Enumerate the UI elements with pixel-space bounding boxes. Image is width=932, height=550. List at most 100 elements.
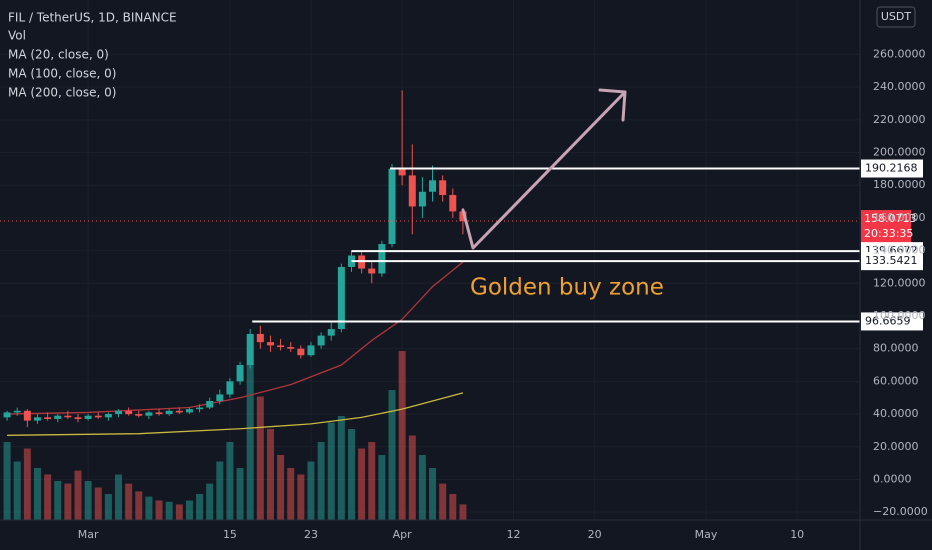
- candle-body: [175, 410, 183, 413]
- volume-bar: [145, 496, 153, 520]
- volume-bar: [165, 501, 173, 520]
- candle-body: [145, 412, 153, 416]
- volume-bar: [115, 474, 123, 520]
- volume-bar: [287, 468, 295, 520]
- volume-bar: [347, 429, 355, 520]
- volume-bar: [185, 500, 193, 520]
- candle-body: [185, 409, 193, 413]
- volume-bar: [175, 504, 183, 520]
- candle-body: [246, 333, 254, 366]
- currency-box[interactable]: [876, 6, 916, 28]
- moving-average: [7, 392, 464, 436]
- volume-bar: [327, 422, 335, 520]
- y-tick-label: 240.0000: [873, 80, 926, 93]
- volume-bar: [74, 470, 82, 520]
- level-label: 190.2168: [865, 162, 918, 175]
- y-tick-label: 260.0000: [873, 47, 926, 60]
- y-tick-label: 120.0000: [873, 276, 926, 289]
- candle-body: [23, 410, 31, 421]
- volume-bar: [135, 491, 143, 520]
- volume-bar: [64, 483, 72, 520]
- level-box: [861, 252, 923, 271]
- candle-body: [206, 400, 214, 408]
- candle-body: [287, 347, 295, 349]
- candle-body: [135, 414, 143, 416]
- y-tick-label: 140.0000: [873, 244, 926, 257]
- annotation: Golden buy zone: [470, 275, 664, 301]
- x-tick-label: Mar: [78, 528, 99, 541]
- volume-bar: [388, 390, 396, 520]
- candle-body: [449, 195, 457, 212]
- level-label: 96.6659: [865, 314, 911, 327]
- volume-bar: [378, 455, 386, 520]
- indicator: MA (20, close, 0): [8, 48, 109, 62]
- volume-bar: [216, 461, 224, 520]
- candle-body: [378, 244, 386, 274]
- volume-bar: [317, 442, 325, 520]
- candle-body: [115, 410, 123, 415]
- y-tick-label: 0.0000: [873, 472, 912, 485]
- candle-body: [418, 191, 426, 207]
- candle-body: [439, 180, 447, 196]
- indicator: Vol: [8, 29, 26, 43]
- currency[interactable]: USDT: [881, 10, 912, 23]
- volume-bar: [226, 442, 234, 520]
- y-tick-label: −20.0000: [873, 505, 928, 518]
- candle-body: [44, 417, 52, 419]
- candle-body: [307, 345, 315, 356]
- y-tick-label: 60.0000: [873, 374, 919, 387]
- y-tick-label: 20.0000: [873, 440, 919, 453]
- indicator: MA (100, close, 0): [8, 67, 116, 81]
- volume-bar: [418, 455, 426, 520]
- candle-body: [429, 180, 437, 192]
- volume-bar: [206, 483, 214, 520]
- candle-body: [104, 414, 112, 418]
- last-price-box: [861, 210, 911, 244]
- arrow: [461, 90, 627, 250]
- candle-body: [155, 412, 163, 415]
- candle-body: [216, 394, 224, 401]
- volume-bar: [256, 396, 264, 520]
- volume-bar: [155, 500, 163, 520]
- candle-body: [165, 410, 173, 415]
- candle-body: [196, 407, 204, 410]
- title: FIL / TetherUS, 1D, BINANCE: [8, 11, 177, 25]
- volume-bar: [13, 461, 21, 520]
- candle-body: [256, 333, 264, 343]
- candle-body: [54, 415, 62, 419]
- volume-bar: [266, 429, 274, 520]
- volume-bar: [94, 487, 102, 520]
- y-tick-label: 80.0000: [873, 342, 919, 355]
- candle-body: [277, 345, 285, 348]
- x-tick-label: 20: [588, 528, 602, 541]
- moving-average: [7, 261, 464, 415]
- volume-layer: [3, 351, 467, 520]
- volume-bar: [104, 494, 112, 520]
- candle-body: [33, 417, 41, 421]
- volume-bar: [23, 448, 31, 520]
- y-tick-label: 40.0000: [873, 407, 919, 420]
- countdown: 20:33:35: [864, 227, 913, 240]
- candle-body: [94, 415, 102, 418]
- volume-bar: [277, 455, 285, 520]
- y-tick-label: 180.0000: [873, 178, 926, 191]
- candle-body: [3, 412, 11, 418]
- volume-bar: [236, 468, 244, 520]
- y-tick-label: 100.0000: [873, 309, 926, 322]
- volume-bar: [368, 442, 376, 520]
- volume-bar: [44, 474, 52, 520]
- level-box: [861, 159, 923, 178]
- last-price-label: 158.0713: [864, 212, 917, 225]
- candle-body: [337, 266, 345, 330]
- volume-bar: [459, 504, 467, 520]
- x-tick-label: 12: [507, 528, 521, 541]
- candle-body: [13, 410, 21, 413]
- ma-layer: [7, 261, 464, 436]
- x-tick-label: 23: [304, 528, 318, 541]
- volume-bar: [84, 481, 92, 520]
- volume-bar: [297, 474, 305, 520]
- volume-bar: [54, 481, 62, 520]
- indicator: MA (200, close, 0): [8, 86, 116, 100]
- volume-bar: [398, 351, 406, 520]
